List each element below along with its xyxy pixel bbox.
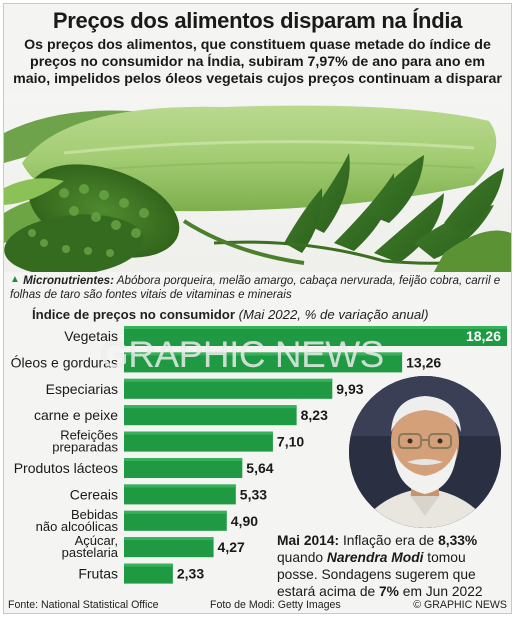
value-label-2: 13,26 xyxy=(406,354,441,370)
vegetables-photo xyxy=(4,93,511,272)
bar-7 xyxy=(124,484,236,505)
category-label-2: Óleos e gorduras xyxy=(11,354,118,370)
micronutrients-note: ▲ Micronutrientes: Abóbora porqueira, me… xyxy=(10,273,505,302)
bar-9 xyxy=(124,537,214,558)
value-label-10: 2,33 xyxy=(177,566,204,582)
bar-highlight-9 xyxy=(124,537,214,541)
value-label-1: 18,26 xyxy=(466,328,501,344)
category-label-4: carne e peixe xyxy=(34,407,118,423)
bar-6 xyxy=(124,458,243,478)
callout-name: Narendra Modi xyxy=(326,550,424,565)
portrait-illustration xyxy=(349,376,501,528)
category-label-10: Frutas xyxy=(78,566,118,582)
category-label-8: Bebidas não alcoólicas xyxy=(36,507,119,534)
page-subtitle: Os preços dos alimentos, que constituem … xyxy=(13,37,502,87)
value-label-8: 4,90 xyxy=(231,513,258,529)
category-label-5: Refeições preparadas xyxy=(52,428,118,455)
bar-highlight-1 xyxy=(124,326,507,329)
bar-highlight-10 xyxy=(124,563,173,567)
chart-heading-bold: Índice de preços no consumidor xyxy=(32,307,235,322)
bar-4 xyxy=(124,405,297,426)
footer-copyright: © GRAPHIC NEWS xyxy=(413,599,507,611)
category-label-3: Especiarias xyxy=(46,381,118,397)
footer-photo-credit: Foto de Modi: Getty Images xyxy=(210,599,341,611)
chart-heading-rest: (Mai 2022, % de variação anual) xyxy=(234,307,429,322)
callout-text-4: em Jun 2022 xyxy=(398,584,483,599)
bar-highlight-2 xyxy=(124,352,403,356)
footer: Fonte: National Statistical Office Foto … xyxy=(4,599,511,613)
bar-highlight-8 xyxy=(124,510,227,514)
callout-rate-2022: 7% xyxy=(379,584,399,599)
bar-highlight-4 xyxy=(124,405,297,409)
note-label: Micronutrientes: xyxy=(23,274,114,287)
page-title: Preços dos alimentos disparam na Índia xyxy=(52,8,463,33)
bar-highlight-7 xyxy=(124,484,236,488)
bar-1 xyxy=(124,326,507,346)
callout-text-1: Inflação era de xyxy=(339,533,439,548)
value-label-6: 5,64 xyxy=(246,460,273,476)
value-label-7: 5,33 xyxy=(240,486,267,502)
bar-8 xyxy=(124,510,227,531)
callout-date: Mai 2014: xyxy=(277,533,340,548)
chart-heading: Índice de preços no consumidor (Mai 2022… xyxy=(32,307,429,322)
value-label-5: 7,10 xyxy=(277,434,304,450)
modi-portrait xyxy=(349,376,501,528)
category-label-9: Açúcar, pastelaria xyxy=(62,533,119,560)
value-label-4: 8,23 xyxy=(301,407,328,423)
note-text: Abóbora porqueira, melão amargo, cabaça … xyxy=(10,274,501,301)
footer-source: Fonte: National Statistical Office xyxy=(8,599,159,611)
watermark: GRAPHIC NEWS xyxy=(100,334,384,375)
bar-chart: Vegetais 18,26 Óleos e gorduras 13,26 Especi… xyxy=(11,326,507,584)
category-label-6: Produtos lácteos xyxy=(14,460,118,476)
value-label-3: 9,93 xyxy=(336,381,363,397)
category-label-7: Cereais xyxy=(70,486,118,502)
callout-text-2: quando xyxy=(277,550,327,565)
callout-rate-2014: 8,33% xyxy=(438,533,478,548)
callout-text-3: tomou posse. Sondagens sugerem que estar… xyxy=(277,550,476,599)
modi-callout: Mai 2014: Inflação era de 8,33% quando N… xyxy=(277,532,507,600)
category-label-1: Vegetais xyxy=(64,328,118,344)
bar-highlight-5 xyxy=(124,431,273,435)
bar-5 xyxy=(124,431,273,452)
bar-2 xyxy=(124,352,403,373)
triangle-icon: ▲ xyxy=(10,274,20,285)
infographic: Preços dos alimentos disparam na Índia O… xyxy=(3,3,512,614)
bar-3 xyxy=(124,378,333,399)
value-label-9: 4,27 xyxy=(218,539,245,555)
bar-10 xyxy=(124,563,173,584)
bar-highlight-3 xyxy=(124,378,333,382)
bar-highlight-6 xyxy=(124,458,243,461)
vegetables-illustration xyxy=(4,105,511,272)
